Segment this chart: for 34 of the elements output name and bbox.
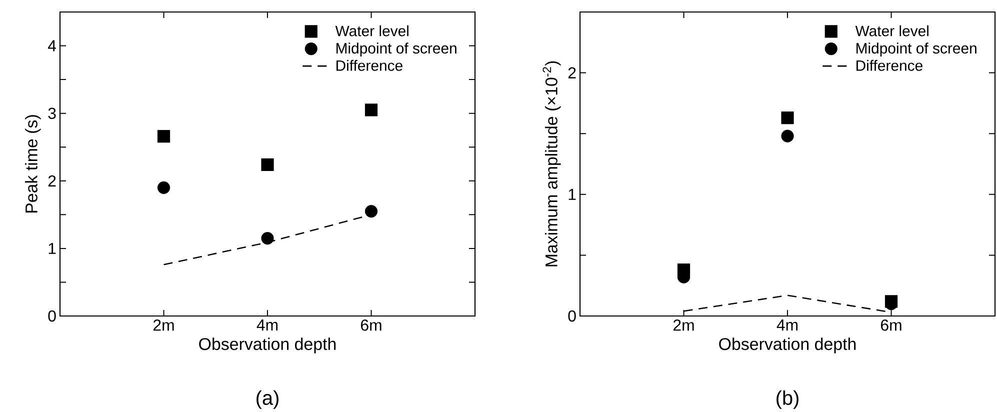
legend-label: Midpoint of screen bbox=[336, 42, 456, 57]
y-tick-label: 3 bbox=[48, 108, 56, 119]
x-tick-label: 4m bbox=[256, 320, 278, 330]
point bbox=[364, 104, 378, 116]
point bbox=[157, 130, 170, 143]
point bbox=[364, 204, 378, 218]
legend-label: Midpoint of screen bbox=[856, 42, 976, 57]
y-tick-label: 0 bbox=[48, 310, 56, 322]
x-axis-title: Observation depth bbox=[719, 338, 856, 354]
text: (b) bbox=[776, 390, 798, 409]
y-tick-label: 1 bbox=[568, 188, 576, 200]
point bbox=[157, 181, 170, 194]
legend-label: Water level bbox=[855, 25, 928, 36]
y-tick-label: 0 bbox=[568, 310, 576, 322]
x-axis-title: Observation depth bbox=[199, 338, 336, 354]
point bbox=[261, 158, 274, 171]
y-tick-label: 1 bbox=[48, 242, 56, 254]
x-tick-label: 2m bbox=[673, 320, 694, 331]
x-tick-label: 4m bbox=[776, 320, 798, 330]
legend-label: Difference bbox=[856, 60, 922, 71]
point bbox=[781, 130, 794, 142]
text: (a) bbox=[256, 390, 278, 409]
y-tick-label: 4 bbox=[48, 40, 56, 52]
legend-label: Water level bbox=[335, 25, 408, 36]
point bbox=[781, 111, 794, 124]
legend-label: Difference bbox=[336, 60, 402, 71]
x-tick-label: 6m bbox=[360, 320, 382, 331]
x-tick-label: 6m bbox=[881, 320, 902, 331]
point bbox=[261, 232, 274, 245]
x-tick-label: 2m bbox=[153, 320, 174, 331]
y-tick-label: 2 bbox=[48, 175, 56, 186]
y-tick-label: 2 bbox=[568, 67, 576, 78]
y-axis-title: Maximum amplitude (×10$^{-2}$) bbox=[542, 61, 561, 266]
y-axis-title: Peak time (s) bbox=[25, 115, 41, 212]
